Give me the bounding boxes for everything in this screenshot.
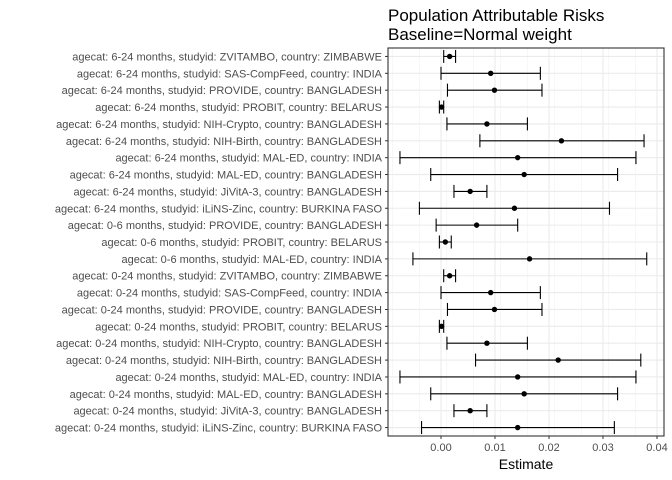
y-tick-label: agecat: 0-6 months, studyid: PROVIDE, co… <box>68 220 382 232</box>
point-estimate <box>558 138 565 144</box>
y-tick-label: agecat: 0-24 months, studyid: NIH-Crypto… <box>56 338 382 350</box>
point-estimate <box>526 256 533 262</box>
point-estimate <box>514 374 521 380</box>
y-tick-label: agecat: 6-24 months, studyid: JiVitA-3, … <box>73 186 382 198</box>
point-estimate <box>446 273 453 279</box>
point-estimate <box>514 424 521 431</box>
point-estimate <box>484 121 490 127</box>
y-tick-label: agecat: 6-24 months, studyid: SAS-CompFe… <box>77 68 383 80</box>
y-tick-label: agecat: 0-24 months, studyid: NIH-Birth,… <box>66 355 382 367</box>
point-estimate <box>487 70 494 77</box>
x-tick-label: 0.04 <box>646 442 667 454</box>
x-tick-label: 0.03 <box>592 442 613 454</box>
y-tick-label: agecat: 0-24 months, studyid: ZVITAMBO, … <box>72 271 382 283</box>
chart-subtitle: Baseline=Normal weight <box>388 25 572 44</box>
y-tick-label: agecat: 0-24 months, studyid: iLiNS-Zinc… <box>55 423 383 435</box>
point-estimate <box>521 391 527 397</box>
y-tick-label: agecat: 0-24 months, studyid: MAL-ED, co… <box>70 389 382 401</box>
point-estimate <box>442 239 449 245</box>
point-estimate <box>446 53 453 60</box>
y-tick-label: agecat: 0-24 months, studyid: PROVIDE, c… <box>62 304 382 316</box>
y-tick-label: agecat: 6-24 months, studyid: NIH-Birth,… <box>66 136 382 148</box>
point-estimate <box>555 357 561 363</box>
y-tick-label: agecat: 6-24 months, studyid: iLiNS-Zinc… <box>55 203 383 215</box>
point-estimate <box>473 222 480 228</box>
y-tick-label: agecat: 0-24 months, studyid: JiVitA-3, … <box>73 406 382 418</box>
point-estimate <box>438 104 445 110</box>
x-axis-label: Estimate <box>499 456 554 472</box>
point-estimate <box>467 188 473 195</box>
point-estimate <box>467 407 473 414</box>
chart-title: Population Attributable Risks <box>388 6 604 25</box>
y-tick-label: agecat: 6-24 months, studyid: MAL-ED, co… <box>70 170 382 182</box>
point-estimate <box>491 87 498 93</box>
y-tick-label: agecat: 6-24 months, studyid: PROBIT, co… <box>95 102 382 114</box>
y-tick-label: agecat: 0-6 months, studyid: MAL-ED, cou… <box>122 254 383 266</box>
y-tick-label: agecat: 6-24 months, studyid: PROVIDE, c… <box>62 85 382 97</box>
x-tick-label: 0.01 <box>484 442 505 454</box>
y-tick-label: agecat: 0-24 months, studyid: MAL-ED, co… <box>115 372 382 384</box>
plot-area: agecat: 6-24 months, studyid: ZVITAMBO, … <box>55 47 668 454</box>
x-tick-label: 0.02 <box>538 442 559 454</box>
x-tick-label: 0.00 <box>430 442 451 454</box>
point-estimate <box>484 340 490 346</box>
y-tick-label: agecat: 6-24 months, studyid: NIH-Crypto… <box>56 119 382 131</box>
point-estimate <box>491 306 498 313</box>
point-estimate <box>514 154 521 161</box>
y-tick-label: agecat: 6-24 months, studyid: MAL-ED, co… <box>115 153 382 165</box>
point-estimate <box>511 205 518 211</box>
y-tick-label: agecat: 6-24 months, studyid: ZVITAMBO, … <box>72 51 382 63</box>
y-tick-label: agecat: 0-24 months, studyid: PROBIT, co… <box>95 321 382 333</box>
point-estimate <box>521 171 527 178</box>
y-tick-label: agecat: 0-24 months, studyid: SAS-CompFe… <box>77 288 383 300</box>
y-tick-label: agecat: 0-6 months, studyid: PROBIT, cou… <box>101 237 382 249</box>
point-estimate <box>487 289 494 296</box>
point-estimate <box>438 323 445 330</box>
